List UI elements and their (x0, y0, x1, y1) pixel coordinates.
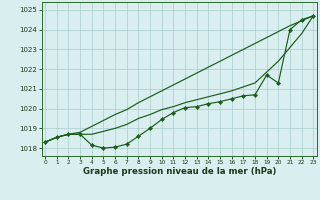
X-axis label: Graphe pression niveau de la mer (hPa): Graphe pression niveau de la mer (hPa) (83, 167, 276, 176)
